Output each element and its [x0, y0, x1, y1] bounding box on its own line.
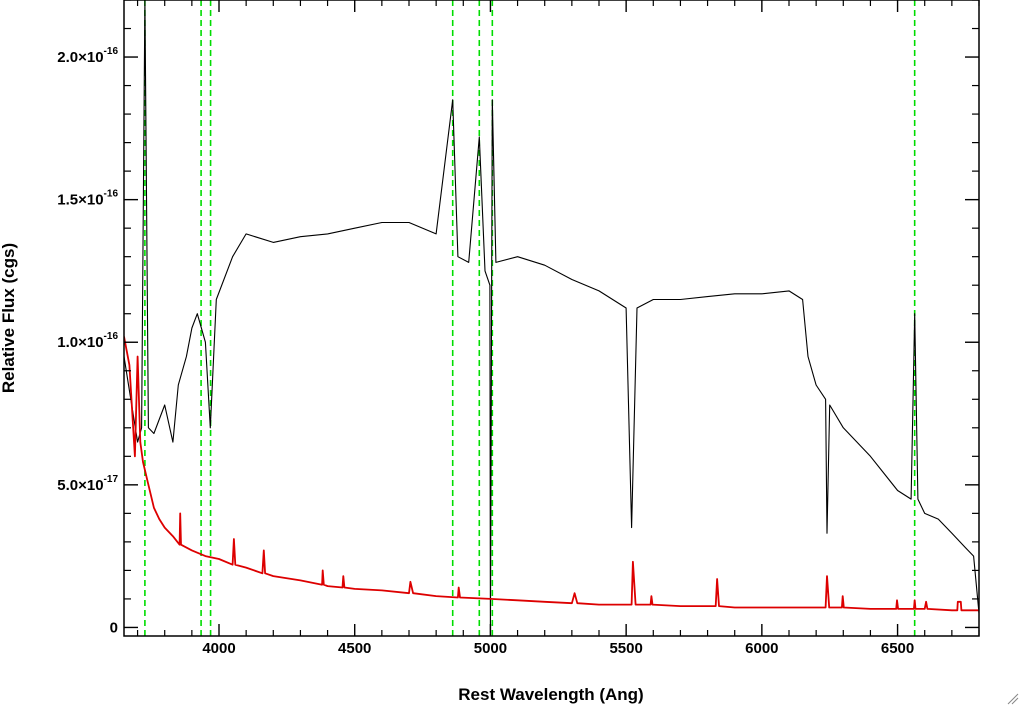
- x-tick-label: 6000: [745, 640, 778, 657]
- x-axis-title: Rest Wavelength (Ang): [458, 685, 643, 704]
- series-line-0: [124, 0, 979, 636]
- y-tick-label: 1.0×10-16: [57, 331, 118, 351]
- y-tick-label: 1.5×10-16: [57, 189, 118, 209]
- series-line-1: [124, 336, 979, 612]
- x-tick-label: 6500: [881, 640, 914, 657]
- x-tick-label: 5500: [609, 640, 642, 657]
- y-tick-label: 2.0×10-16: [57, 46, 118, 66]
- x-tick-label: 5000: [474, 640, 507, 657]
- y-tick-label: 0: [110, 619, 118, 636]
- resize-grip-icon[interactable]: [1007, 693, 1019, 705]
- plot-frame: [123, 0, 980, 637]
- y-axis-title: Relative Flux (cgs): [0, 243, 18, 393]
- x-tick-label: 4500: [338, 640, 371, 657]
- y-tick-label: 5.0×10-17: [57, 474, 118, 494]
- x-tick-label: 4000: [202, 640, 235, 657]
